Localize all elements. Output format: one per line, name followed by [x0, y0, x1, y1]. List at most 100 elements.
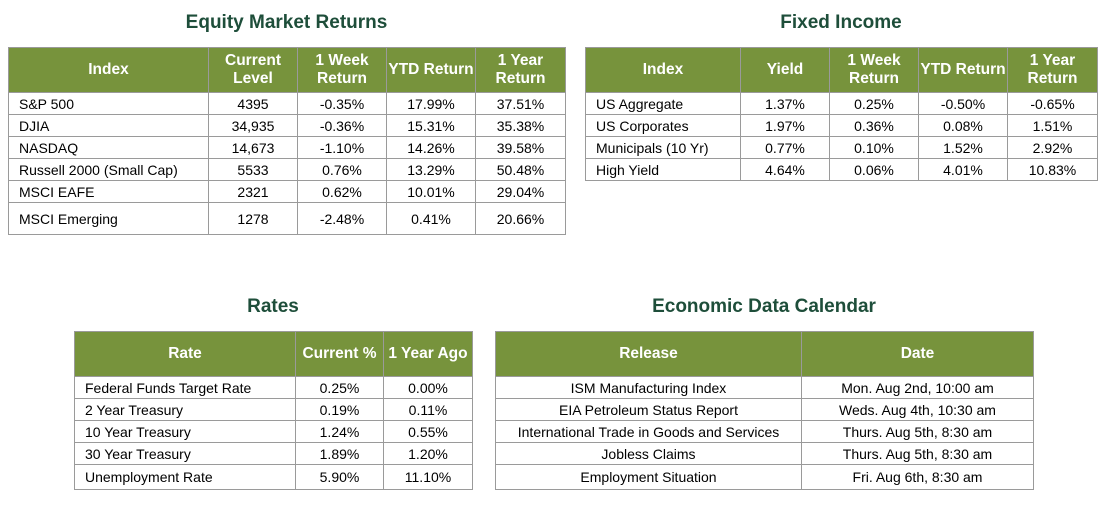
fixed-income-cell: 1.51% — [1007, 114, 1098, 137]
equity-title: Equity Market Returns — [185, 12, 388, 33]
equity-cell: MSCI EAFE — [8, 180, 209, 203]
rates-table: Rate Current % 1 Year Ago Federal Funds … — [74, 331, 473, 490]
fixed-income-cell: 1.37% — [740, 92, 830, 115]
equity-cell: 2321 — [208, 180, 298, 203]
equity-cell: -0.36% — [297, 114, 387, 137]
rates-cell: 11.10% — [383, 464, 473, 490]
table-row: 30 Year Treasury 1.89% 1.20% — [74, 442, 473, 465]
equity-cell: DJIA — [8, 114, 209, 137]
equity-header-1-year-return: 1 Year Return — [475, 47, 566, 93]
fixed-income-cell: 10.83% — [1007, 158, 1098, 181]
rates-cell: 0.00% — [383, 376, 473, 399]
equity-cell: NASDAQ — [8, 136, 209, 159]
table-row: 2 Year Treasury 0.19% 0.11% — [74, 398, 473, 421]
fixed-income-cell: Municipals (10 Yr) — [585, 136, 741, 159]
equity-cell: S&P 500 — [8, 92, 209, 115]
rates-cell: 1.24% — [295, 420, 384, 443]
equity-cell: 0.62% — [297, 180, 387, 203]
table-row: Russell 2000 (Small Cap) 5533 0.76% 13.2… — [8, 158, 566, 181]
rates-cell: 0.25% — [295, 376, 384, 399]
fixed-income-cell: 0.25% — [829, 92, 919, 115]
fixed-income-table: Index Yield 1 Week Return YTD Return 1 Y… — [585, 47, 1098, 181]
fixed-income-cell: -0.65% — [1007, 92, 1098, 115]
fixed-income-cell: -0.50% — [918, 92, 1008, 115]
equity-header-current-level: Current Level — [208, 47, 298, 93]
rates-header-row: Rate Current % 1 Year Ago — [74, 331, 473, 377]
equity-cell: -2.48% — [297, 202, 387, 235]
calendar-cell: EIA Petroleum Status Report — [495, 398, 802, 421]
calendar-cell: Weds. Aug 4th, 10:30 am — [801, 398, 1034, 421]
fixed-income-cell: 0.06% — [829, 158, 919, 181]
calendar-cell: Thurs. Aug 5th, 8:30 am — [801, 442, 1034, 465]
equity-cell: -0.35% — [297, 92, 387, 115]
rates-title: Rates — [247, 296, 299, 317]
table-row: Employment Situation Fri. Aug 6th, 8:30 … — [495, 464, 1034, 490]
calendar-header-date: Date — [801, 331, 1034, 377]
table-row: 10 Year Treasury 1.24% 0.55% — [74, 420, 473, 443]
fixed-income-header-1-week-return: 1 Week Return — [829, 47, 919, 93]
equity-header-ytd-return: YTD Return — [386, 47, 476, 93]
equity-cell: 14,673 — [208, 136, 298, 159]
table-row: ISM Manufacturing Index Mon. Aug 2nd, 10… — [495, 376, 1034, 399]
table-row: Municipals (10 Yr) 0.77% 0.10% 1.52% 2.9… — [585, 136, 1098, 159]
calendar-cell: Jobless Claims — [495, 442, 802, 465]
equity-cell: 34,935 — [208, 114, 298, 137]
fixed-income-header-ytd-return: YTD Return — [918, 47, 1008, 93]
fixed-income-header-index: Index — [585, 47, 741, 93]
calendar-cell: Fri. Aug 6th, 8:30 am — [801, 464, 1034, 490]
equity-cell: 0.76% — [297, 158, 387, 181]
table-row: Federal Funds Target Rate 0.25% 0.00% — [74, 376, 473, 399]
equity-cell: 13.29% — [386, 158, 476, 181]
fixed-income-cell: High Yield — [585, 158, 741, 181]
equity-cell: 5533 — [208, 158, 298, 181]
fixed-income-cell: 0.10% — [829, 136, 919, 159]
table-row: International Trade in Goods and Service… — [495, 420, 1034, 443]
rates-cell: 5.90% — [295, 464, 384, 490]
equity-cell: 4395 — [208, 92, 298, 115]
table-row: High Yield 4.64% 0.06% 4.01% 10.83% — [585, 158, 1098, 181]
table-row: MSCI Emerging 1278 -2.48% 0.41% 20.66% — [8, 202, 566, 235]
rates-cell: Unemployment Rate — [74, 464, 296, 490]
equity-cell: 17.99% — [386, 92, 476, 115]
equity-table: Index Current Level 1 Week Return YTD Re… — [8, 47, 566, 235]
equity-cell: 39.58% — [475, 136, 566, 159]
equity-header-index: Index — [8, 47, 209, 93]
equity-cell: 10.01% — [386, 180, 476, 203]
equity-cell: 29.04% — [475, 180, 566, 203]
rates-cell: 30 Year Treasury — [74, 442, 296, 465]
table-row: DJIA 34,935 -0.36% 15.31% 35.38% — [8, 114, 566, 137]
rates-cell: 1.20% — [383, 442, 473, 465]
table-row: EIA Petroleum Status Report Weds. Aug 4t… — [495, 398, 1034, 421]
calendar-cell: International Trade in Goods and Service… — [495, 420, 802, 443]
equity-header-row: Index Current Level 1 Week Return YTD Re… — [8, 47, 566, 93]
calendar-cell: Thurs. Aug 5th, 8:30 am — [801, 420, 1034, 443]
table-row: Unemployment Rate 5.90% 11.10% — [74, 464, 473, 490]
fixed-income-cell: 0.08% — [918, 114, 1008, 137]
equity-cell: 37.51% — [475, 92, 566, 115]
fixed-income-cell: 2.92% — [1007, 136, 1098, 159]
fixed-income-header-row: Index Yield 1 Week Return YTD Return 1 Y… — [585, 47, 1098, 93]
rates-cell: 2 Year Treasury — [74, 398, 296, 421]
table-row: MSCI EAFE 2321 0.62% 10.01% 29.04% — [8, 180, 566, 203]
equity-cell: 20.66% — [475, 202, 566, 235]
equity-cell: 50.48% — [475, 158, 566, 181]
fixed-income-title: Fixed Income — [780, 12, 902, 33]
fixed-income-header-yield: Yield — [740, 47, 830, 93]
rates-header-rate: Rate — [74, 331, 296, 377]
rates-header-1-year-ago: 1 Year Ago — [383, 331, 473, 377]
fixed-income-cell: 4.01% — [918, 158, 1008, 181]
rates-cell: 0.19% — [295, 398, 384, 421]
calendar-table: Release Date ISM Manufacturing Index Mon… — [495, 331, 1034, 490]
table-row: S&P 500 4395 -0.35% 17.99% 37.51% — [8, 92, 566, 115]
equity-cell: -1.10% — [297, 136, 387, 159]
table-row: NASDAQ 14,673 -1.10% 14.26% 39.58% — [8, 136, 566, 159]
table-row: US Corporates 1.97% 0.36% 0.08% 1.51% — [585, 114, 1098, 137]
rates-cell: 0.55% — [383, 420, 473, 443]
equity-cell: Russell 2000 (Small Cap) — [8, 158, 209, 181]
calendar-header-row: Release Date — [495, 331, 1034, 377]
equity-cell: 35.38% — [475, 114, 566, 137]
table-row: US Aggregate 1.37% 0.25% -0.50% -0.65% — [585, 92, 1098, 115]
calendar-cell: Employment Situation — [495, 464, 802, 490]
equity-header-1-week-return: 1 Week Return — [297, 47, 387, 93]
rates-cell: Federal Funds Target Rate — [74, 376, 296, 399]
